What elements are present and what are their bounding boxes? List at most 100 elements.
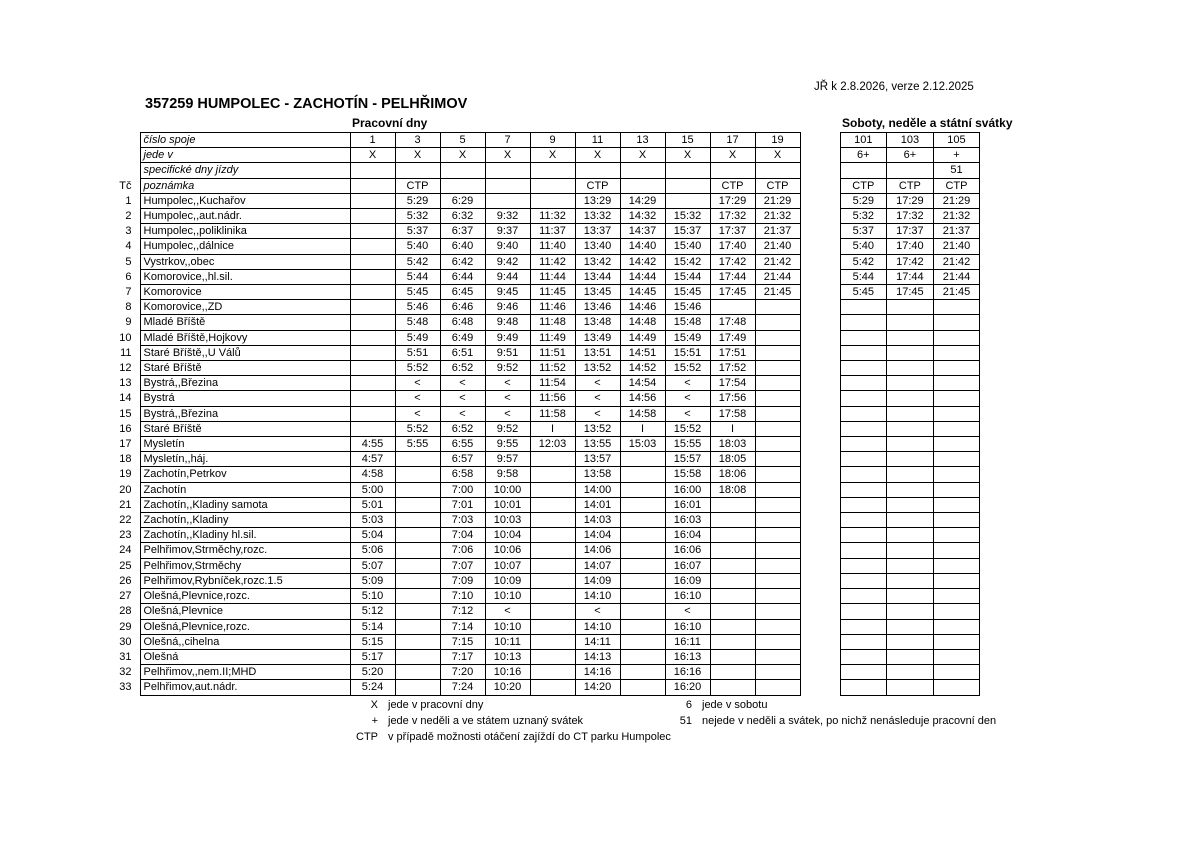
time-cell: 5:14 — [349, 618, 396, 635]
time-cell — [932, 603, 981, 620]
header-cell: CTP — [754, 177, 801, 194]
time-cell — [529, 451, 576, 468]
time-cell: 21:37 — [754, 223, 801, 240]
timetable-row: 24 Pelhřimov,Strměchy,rozc. 5:06 7:06 10:06 1… — [112, 542, 981, 559]
time-cell — [886, 329, 934, 346]
timetable-row: 27 Olešná,Plevnice,rozc. 5:10 7:10 10:10 14:1… — [112, 588, 981, 605]
time-cell — [932, 527, 981, 544]
time-cell: 15:52 — [664, 360, 711, 377]
time-cell: 16:01 — [664, 496, 711, 514]
time-cell — [394, 648, 441, 666]
tc-number: 3 — [125, 225, 132, 238]
time-cell: 17:48 — [709, 314, 756, 331]
header-row: Tč poznámka CTP CTP CTP CTP CTP CTP CTP — [112, 177, 981, 194]
tc-column-label — [112, 163, 140, 178]
time-cell: 7:14 — [439, 618, 486, 635]
time-cell: 14:09 — [574, 572, 621, 590]
time-cell: 6:49 — [439, 329, 486, 346]
tc-number: 6 — [125, 270, 132, 283]
tc-number: 31 — [119, 650, 132, 663]
time-cell: 11:32 — [529, 208, 576, 225]
time-cell: 11:58 — [529, 405, 576, 422]
time-cell: 21:40 — [754, 238, 801, 255]
block-gap — [800, 178, 840, 193]
timetable-row: 31 Olešná 5:17 7:17 10:13 14:13 16:13 — [112, 648, 981, 666]
stop-name: Zachotín,,Kladiny — [139, 512, 351, 529]
time-cell: < — [574, 390, 621, 407]
time-cell: 18:03 — [709, 436, 756, 453]
time-cell: < — [484, 390, 531, 407]
time-cell: I — [709, 420, 756, 438]
stop-name: Olešná,Plevnice,rozc. — [139, 588, 351, 605]
time-cell — [754, 633, 801, 650]
tc-number: 13 — [119, 377, 132, 390]
time-cell — [754, 603, 801, 620]
header-cell: 5 — [439, 131, 486, 149]
time-cell: 11:52 — [529, 360, 576, 377]
time-cell — [709, 679, 756, 696]
stop-name: Mladé Bříště — [139, 314, 351, 331]
time-cell — [349, 238, 396, 255]
time-cell — [932, 299, 981, 316]
time-cell — [754, 466, 801, 483]
timetable-row: 26 Pelhřimov,Rybníček,rozc.1.5 5:09 7:09 10:… — [112, 572, 981, 590]
time-cell — [886, 390, 934, 407]
time-cell: 13:49 — [574, 329, 621, 346]
time-cell: 14:03 — [574, 512, 621, 529]
timetable-header: číslo spoje 1 3 5 7 9 11 13 15 17 19 101 103 105 jede … — [112, 131, 981, 194]
time-cell — [394, 466, 441, 483]
stop-name: Bystrá — [139, 390, 351, 407]
tc-number: 23 — [119, 529, 132, 542]
tc-number: 12 — [119, 362, 132, 375]
timetable-row: 25 Pelhřimov,Strměchy 5:07 7:07 10:07 14:07 16… — [112, 557, 981, 574]
timetable-row: 11 Staré Bříště,,U Válů 5:51 6:51 9:51 11:51 1… — [112, 344, 981, 362]
time-cell — [529, 664, 576, 681]
time-cell: 17:51 — [709, 344, 756, 362]
time-cell: 15:44 — [664, 268, 711, 286]
time-cell: 11:49 — [529, 329, 576, 346]
time-cell: 17:40 — [709, 238, 756, 255]
time-cell: 7:00 — [439, 481, 486, 498]
time-cell: 15:48 — [664, 314, 711, 331]
time-cell — [754, 436, 801, 453]
tc-number: 5 — [125, 255, 132, 268]
header-cell: 103 — [886, 131, 934, 149]
time-cell — [619, 588, 666, 605]
time-cell — [709, 496, 756, 514]
time-cell: 13:44 — [574, 268, 621, 286]
block-gap — [800, 330, 840, 345]
header-cell — [529, 162, 576, 179]
block-gap — [800, 269, 840, 284]
time-cell: 14:16 — [574, 664, 621, 681]
time-cell: 5:00 — [349, 481, 396, 498]
header-cell: 7 — [484, 131, 531, 149]
stop-name: Mysletín — [139, 436, 351, 453]
time-cell — [619, 542, 666, 559]
time-cell: 17:56 — [709, 390, 756, 407]
tc-number: 18 — [119, 453, 132, 466]
time-cell: 15:51 — [664, 344, 711, 362]
time-cell: 13:40 — [574, 238, 621, 255]
time-cell: 10:10 — [484, 618, 531, 635]
time-cell: 11:46 — [529, 299, 576, 316]
time-cell — [839, 512, 888, 529]
time-cell — [886, 648, 934, 666]
block-gap — [800, 239, 840, 254]
time-cell — [754, 390, 801, 407]
time-cell: 5:10 — [349, 588, 396, 605]
time-cell — [932, 588, 981, 605]
time-cell: 5:17 — [349, 648, 396, 666]
time-cell: 10:06 — [484, 542, 531, 559]
time-cell — [839, 618, 888, 635]
time-cell — [394, 557, 441, 574]
time-cell: 14:20 — [574, 679, 621, 696]
time-cell: 5:07 — [349, 557, 396, 574]
time-cell: 21:44 — [754, 268, 801, 286]
time-cell: 5:32 — [394, 208, 441, 225]
time-cell — [619, 648, 666, 666]
time-cell: 5:42 — [839, 253, 888, 270]
time-cell: 14:40 — [619, 238, 666, 255]
block-gap — [800, 163, 840, 178]
time-cell — [529, 527, 576, 544]
time-cell: 7:01 — [439, 496, 486, 514]
